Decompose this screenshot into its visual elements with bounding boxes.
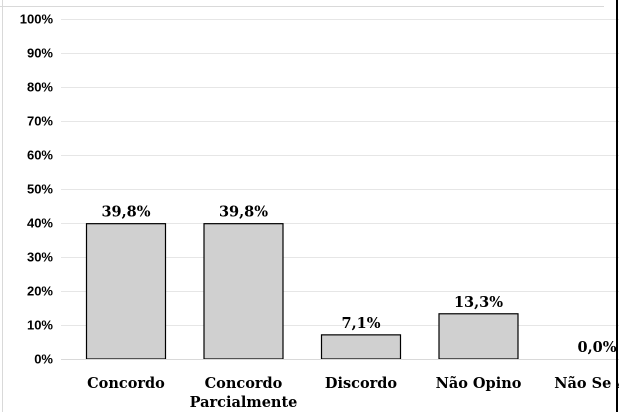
data-label: 13,3% — [454, 294, 503, 311]
x-tick-label: Não Opino — [436, 375, 522, 392]
y-tick-label: 20% — [27, 284, 53, 299]
data-label: 39,8% — [101, 204, 150, 221]
x-tick-label: Concordo Parcialmente — [190, 375, 298, 411]
y-tick-label: 70% — [27, 114, 53, 129]
data-labels: 39,8% 39,8% 7,1% 13,3% 0,0% — [101, 204, 616, 356]
bar — [320, 334, 402, 360]
x-tick-label: Concordo — [87, 375, 165, 392]
x-tick-label: Não Se Ap — [554, 375, 619, 392]
y-tick-label: 90% — [27, 46, 53, 61]
y-tick-label: 100% — [20, 12, 54, 27]
bar — [438, 313, 519, 360]
bars — [85, 223, 519, 360]
x-tick-label: Discordo — [325, 375, 398, 392]
y-tick-label: 30% — [27, 250, 53, 265]
y-tick-label: 10% — [27, 318, 53, 333]
y-tick-label: 40% — [27, 216, 53, 231]
x-axis-tick-labels: Concordo Concordo Parcialmente Discordo Não … — [87, 375, 619, 411]
data-label: 39,8% — [219, 204, 268, 221]
y-axis-tick-labels: 0% 10% 20% 30% 40% 50% 60% 70% 80% 90% 100% — [20, 12, 54, 367]
y-tick-label: 60% — [27, 148, 53, 163]
data-label: 0,0% — [577, 339, 616, 356]
y-tick-label: 80% — [27, 80, 53, 95]
y-tick-label: 0% — [34, 352, 53, 367]
data-label: 7,1% — [341, 315, 380, 332]
y-tick-label: 50% — [27, 182, 53, 197]
bar — [85, 223, 167, 360]
bar — [203, 223, 284, 360]
